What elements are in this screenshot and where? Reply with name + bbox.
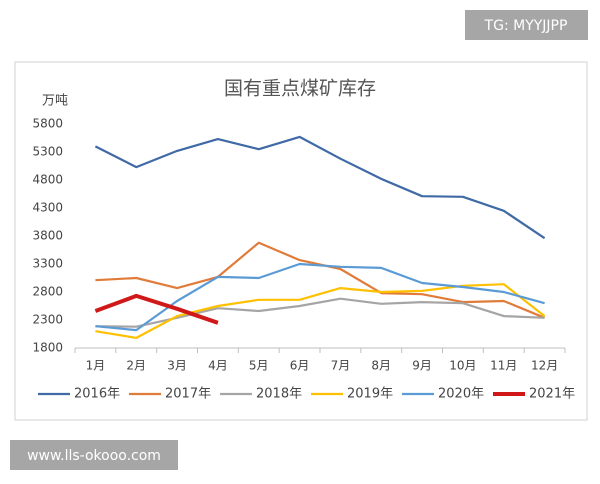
watermark: www.lls-okooo.com	[27, 448, 161, 464]
watermark: TG: MYYJJPP	[484, 18, 568, 34]
watermark-box	[465, 10, 588, 40]
series-line	[95, 283, 546, 339]
x-tick-label: 9月	[412, 359, 432, 373]
y-tick-label: 3300	[32, 257, 63, 271]
y-tick-label: 3800	[32, 229, 63, 243]
x-tick-label: 10月	[449, 359, 476, 373]
y-tick-label: 4800	[32, 173, 63, 187]
x-tick-label: 7月	[331, 359, 351, 373]
x-tick-label: 4月	[208, 359, 228, 373]
x-tick-label: 8月	[371, 359, 391, 373]
x-tick-label: 1月	[86, 359, 106, 373]
legend-label: 2018年	[256, 387, 302, 402]
x-tick-label: 3月	[167, 359, 187, 373]
y-tick-label: 2300	[32, 313, 63, 327]
chart-title: 国有重点煤矿库存	[224, 78, 376, 100]
y-tick-label: 1800	[32, 341, 63, 355]
chart-frame	[14, 61, 588, 421]
x-tick-label: 5月	[249, 359, 269, 373]
legend-label: 2021年	[529, 387, 575, 402]
y-tick-label: 5800	[32, 117, 63, 131]
series-line	[94, 135, 546, 240]
legend-label: 2019年	[347, 387, 393, 402]
series-line	[94, 293, 219, 325]
x-tick-label: 2月	[126, 359, 146, 373]
legend-label: 2020年	[438, 387, 484, 402]
x-tick-label: 11月	[490, 359, 517, 373]
legend-label: 2017年	[165, 387, 211, 402]
y-tick-label: 4300	[32, 201, 63, 215]
legend-label: 2016年	[74, 387, 120, 402]
x-tick-label: 12月	[531, 359, 558, 373]
y-tick-label: 2800	[32, 285, 63, 299]
watermark-box	[10, 440, 178, 470]
x-tick-label: 6月	[290, 359, 310, 373]
y-tick-label: 5300	[32, 145, 63, 159]
y-axis-label: 万吨	[42, 94, 68, 109]
